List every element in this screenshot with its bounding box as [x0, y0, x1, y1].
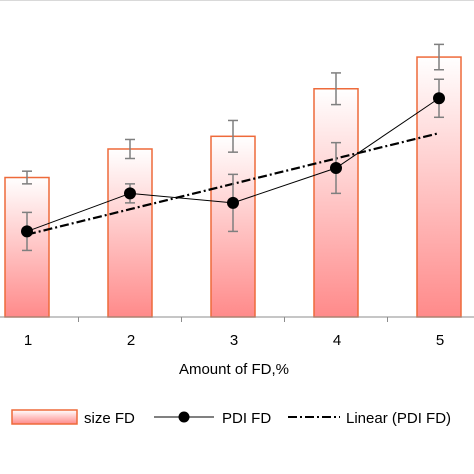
x-tick-label: 3 [230, 332, 238, 349]
legend-label-linear-pdi-fd: Linear (PDI FD) [346, 410, 451, 427]
legend-label-pdi-fd: PDI FD [222, 410, 271, 427]
bar-error-bars [22, 43, 444, 185]
x-tick-label: 5 [436, 332, 444, 349]
bar-size-fd [107, 148, 153, 318]
pdi-fd-point [433, 92, 445, 105]
pdi-fd-point [21, 225, 33, 238]
x-tick-labels: 1 2 3 4 5 [24, 317, 444, 349]
pdi-fd-point [330, 162, 342, 175]
x-tick-label: 1 [24, 332, 32, 349]
pdi-line-layer [21, 92, 445, 238]
x-tick-label: 2 [127, 332, 135, 349]
legend: size FD PDI FD Linear (PDI FD) [11, 409, 451, 427]
legend-marker-pdi-fd [178, 411, 190, 423]
pdi-fd-point [124, 187, 136, 200]
legend-swatch-size-fd [11, 409, 78, 425]
x-axis-title: Amount of FD,% [179, 361, 289, 378]
legend-label-size-fd: size FD [84, 410, 135, 427]
x-tick-label: 4 [333, 332, 341, 349]
pdi-fd-point [227, 196, 239, 209]
bar-size-fd [313, 88, 359, 318]
